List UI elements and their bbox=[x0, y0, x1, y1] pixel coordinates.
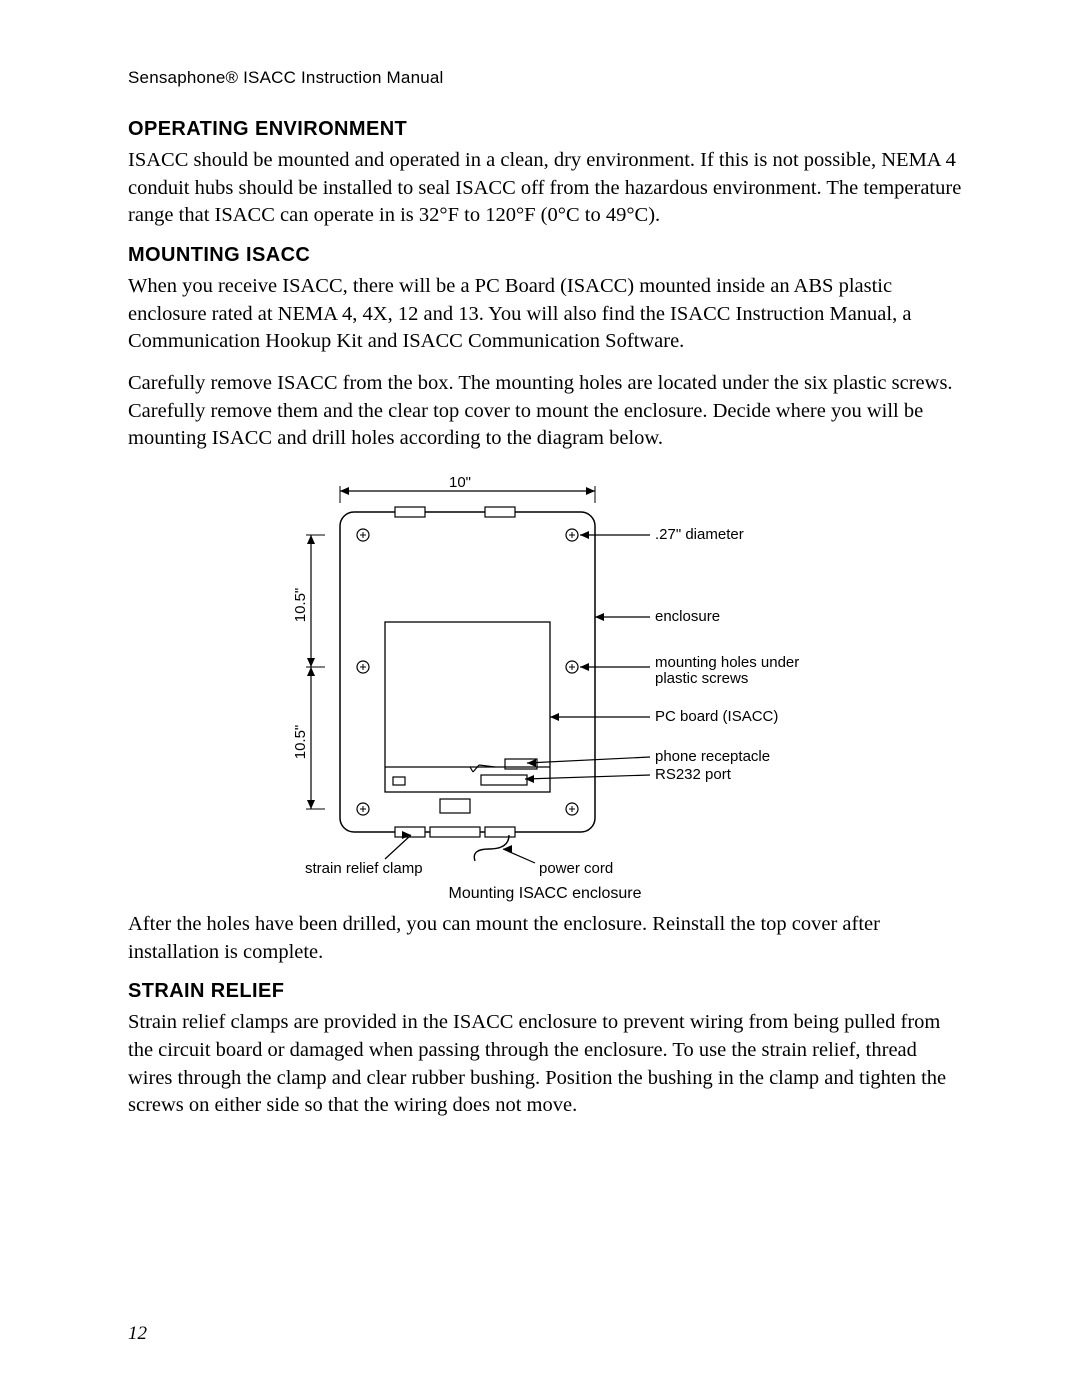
para-mount-1: When you receive ISACC, there will be a … bbox=[128, 273, 962, 356]
svg-text:PC board (ISACC): PC board (ISACC) bbox=[655, 708, 778, 725]
svg-text:plastic screws: plastic screws bbox=[655, 670, 748, 687]
page-number: 12 bbox=[128, 1323, 147, 1345]
svg-text:10.5": 10.5" bbox=[292, 725, 309, 760]
para-op-env: ISACC should be mounted and operated in … bbox=[128, 147, 962, 230]
svg-text:strain relief clamp: strain relief clamp bbox=[305, 860, 423, 877]
para-mount-3: After the holes have been drilled, you c… bbox=[128, 911, 962, 966]
figure-mounting-enclosure: 10" 10.5" 10.5" .27" diameter enclosure mount… bbox=[128, 467, 962, 877]
svg-text:10": 10" bbox=[449, 474, 471, 491]
figure-caption: Mounting ISACC enclosure bbox=[128, 885, 962, 903]
svg-text:power cord: power cord bbox=[539, 860, 613, 877]
para-mount-2: Carefully remove ISACC from the box. The… bbox=[128, 370, 962, 453]
svg-text:phone receptacle: phone receptacle bbox=[655, 748, 770, 765]
svg-text:enclosure: enclosure bbox=[655, 608, 720, 625]
svg-text:10.5": 10.5" bbox=[292, 588, 309, 623]
mounting-diagram-svg: 10" 10.5" 10.5" .27" diameter enclosure mount… bbox=[235, 467, 855, 877]
svg-text:mounting holes under: mounting holes under bbox=[655, 654, 799, 671]
svg-text:.27" diameter: .27" diameter bbox=[655, 526, 744, 543]
running-header: Sensaphone® ISACC Instruction Manual bbox=[128, 68, 962, 88]
svg-text:RS232 port: RS232 port bbox=[655, 766, 732, 783]
para-strain: Strain relief clamps are provided in the… bbox=[128, 1009, 962, 1120]
heading-strain-relief: STRAIN RELIEF bbox=[128, 980, 962, 1003]
heading-mounting-isacc: MOUNTING ISACC bbox=[128, 244, 962, 267]
heading-operating-environment: OPERATING ENVIRONMENT bbox=[128, 118, 962, 141]
